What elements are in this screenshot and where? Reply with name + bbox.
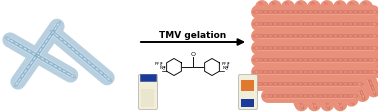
Text: $\mathsf{PF_6^{\ominus}}$: $\mathsf{PF_6^{\ominus}}$	[154, 60, 164, 69]
Bar	[242, 91, 254, 97]
FancyBboxPatch shape	[138, 75, 158, 110]
FancyBboxPatch shape	[239, 75, 257, 110]
Bar	[140, 74, 156, 81]
Text: O: O	[191, 52, 195, 56]
Bar	[242, 80, 254, 91]
Text: $\mathsf{N_2^{\oplus}}$: $\mathsf{N_2^{\oplus}}$	[223, 64, 230, 73]
Bar	[242, 100, 254, 107]
Text: TMV gelation: TMV gelation	[160, 31, 227, 40]
Text: $\mathsf{N_2^{\oplus}}$: $\mathsf{N_2^{\oplus}}$	[159, 64, 166, 73]
FancyArrowPatch shape	[141, 40, 243, 45]
Bar	[141, 89, 155, 107]
Text: $\mathsf{PF_6^{\ominus}}$: $\mathsf{PF_6^{\ominus}}$	[222, 60, 231, 69]
